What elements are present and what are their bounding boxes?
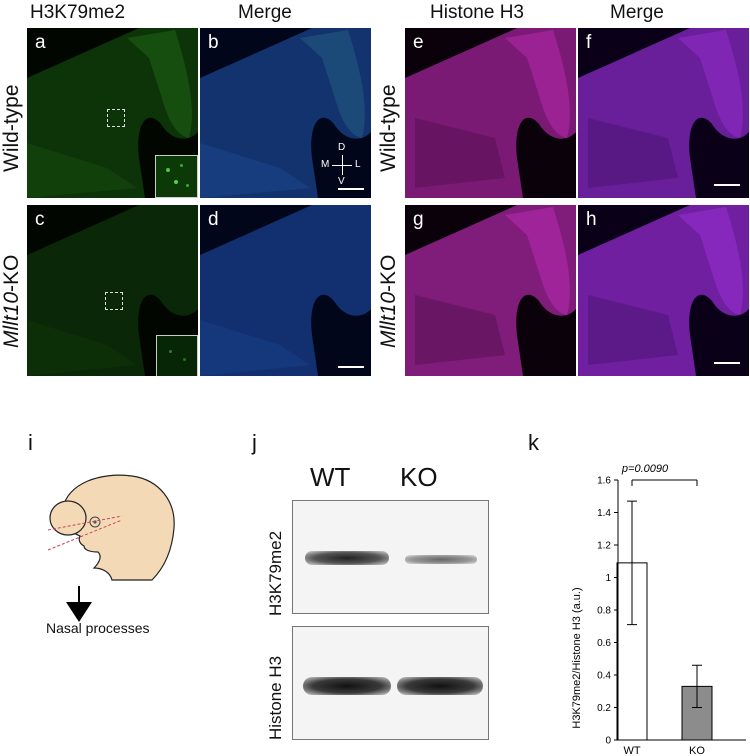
band-ko-h3k79me2 — [405, 555, 477, 564]
y-tick-label: 0.6 — [597, 638, 611, 649]
y-tick-label: 1.2 — [597, 541, 611, 552]
scale-bar — [714, 362, 740, 364]
y-tick-label: 1.6 — [597, 476, 611, 487]
tissue-section — [200, 205, 371, 376]
compass-v: V — [338, 176, 345, 187]
panel-label-j: j — [252, 430, 257, 455]
compass-l: L — [355, 159, 361, 170]
y-tick-label: 0.8 — [597, 606, 611, 617]
embryo-schematic — [47, 474, 175, 581]
forebrain-bulge — [49, 500, 87, 536]
panel-label-f: f — [586, 32, 592, 53]
cut-line-upper — [47, 515, 123, 531]
panel-label-e: e — [413, 32, 424, 53]
tissue-section — [27, 205, 198, 376]
bar-chart: 0 0.2 0.4 0.6 0.8 1 1.2 1.4 1.6 WT KO H3K79me2/Hi… — [571, 463, 746, 756]
y-tick-label: 0.4 — [597, 671, 611, 682]
panel-e-histone-wt: e — [405, 28, 576, 198]
panel-label-i: i — [28, 430, 33, 455]
panel-g-histone-ko: g — [405, 205, 576, 376]
y-tick-label: 1 — [605, 573, 611, 584]
row-label-ko-right: Mllt10-KO — [377, 254, 400, 348]
x-tick-label: KO — [689, 745, 705, 756]
column-title-h3k79me2: H3K79me2 — [30, 2, 126, 23]
y-tick-label: 0 — [605, 736, 611, 747]
y-tick-label: 1.4 — [597, 508, 611, 519]
tissue-section — [578, 205, 749, 376]
roi-box — [107, 109, 125, 127]
scale-bar — [338, 188, 364, 190]
tissue-section — [27, 28, 198, 198]
panel-label-c: c — [35, 209, 45, 230]
panel-b-merge-wt: D V M L b — [200, 28, 371, 198]
compass-d: D — [338, 142, 346, 153]
row-label-ko-left: Mllt10-KO — [0, 254, 23, 348]
panel-d-merge-ko: d — [200, 205, 371, 376]
y-tick-label: 0.2 — [597, 703, 611, 714]
blot-bottom — [292, 626, 489, 740]
band-wt-h3k79me2 — [305, 551, 389, 565]
blot-label-h3k79me2: H3K79me2 — [266, 530, 285, 616]
band-wt-histone — [303, 677, 391, 695]
row-label-wild-type-left: Wild-type — [0, 84, 23, 172]
tissue-section — [405, 205, 576, 376]
tissue-section — [200, 28, 371, 198]
band-ko-histone — [397, 677, 483, 695]
panel-label-b: b — [208, 32, 219, 53]
embryo-head — [61, 474, 175, 581]
blot-label-histone-h3: Histone H3 — [266, 655, 285, 740]
blot-lane-wt: WT — [310, 462, 351, 492]
column-title-merge-1: Merge — [238, 2, 292, 23]
y-axis-label: H3K79me2/Histone H3 (a.u.) — [571, 587, 583, 728]
blot-top — [292, 500, 489, 614]
inset-zoom — [156, 335, 198, 376]
panel-a-h3k79me2-wt: a — [27, 28, 198, 198]
cut-line-lower — [47, 519, 123, 551]
blot-lane-ko: KO — [400, 462, 438, 492]
schematic-caption: Nasal processes — [46, 620, 150, 636]
arrow-down-icon — [66, 586, 92, 622]
compass-horizontal — [332, 165, 352, 166]
column-title-merge-2: Merge — [610, 2, 664, 23]
p-value-annotation: p=0.0090 — [621, 463, 669, 475]
panel-label-d: d — [208, 209, 219, 230]
tissue-section — [578, 28, 749, 198]
row-label-wild-type-right: Wild-type — [377, 84, 400, 172]
column-title-histone-h3: Histone H3 — [430, 2, 524, 23]
roi-box — [105, 292, 123, 310]
tissue-section — [405, 28, 576, 198]
scale-bar — [714, 184, 740, 186]
panel-label-h: h — [586, 209, 597, 230]
scale-bar — [338, 366, 364, 368]
panel-f-merge-wt: f — [578, 28, 749, 198]
compass-m: M — [321, 159, 330, 170]
panel-h-merge-ko: h — [578, 205, 749, 376]
panel-c-h3k79me2-ko: c — [27, 205, 198, 376]
inset-zoom — [155, 155, 198, 198]
panel-label-a: a — [35, 32, 46, 53]
x-tick-label: WT — [623, 745, 640, 756]
panel-label-k: k — [528, 430, 539, 455]
panel-label-g: g — [413, 209, 424, 230]
